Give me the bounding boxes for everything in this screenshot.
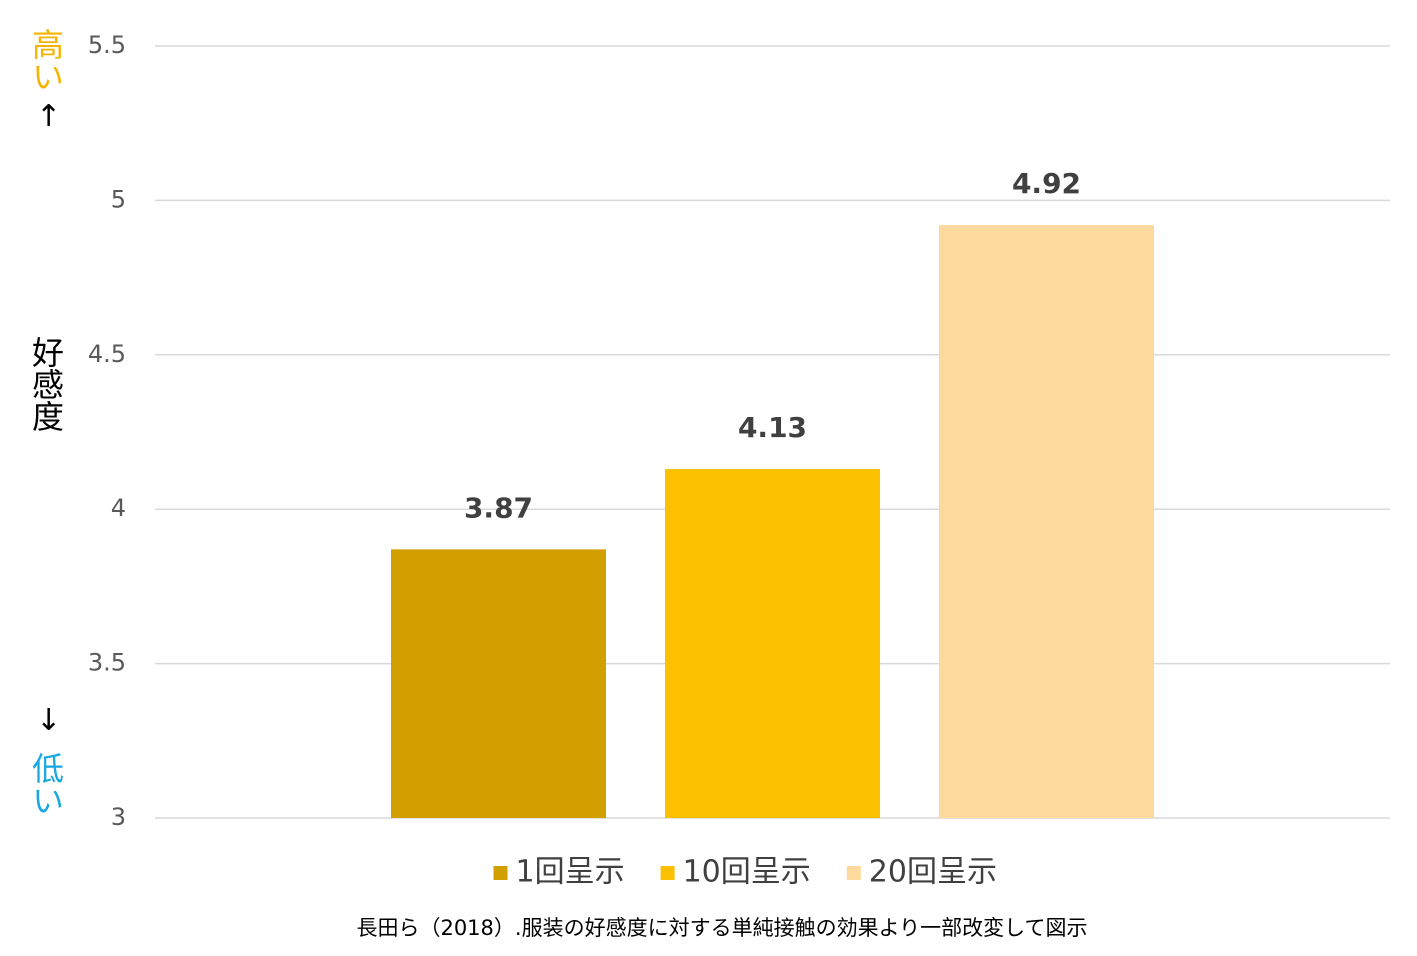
y-tick-label: 3.5 — [88, 649, 126, 677]
y-low-annotation: 低い — [27, 752, 65, 816]
legend-swatch — [660, 866, 675, 880]
y-tick-label: 4 — [111, 494, 126, 522]
y-tick-label: 5.5 — [88, 31, 126, 59]
down-arrow: ↓ — [36, 703, 62, 738]
bar — [939, 225, 1154, 818]
legend-label: 20回呈示 — [869, 855, 997, 890]
bar — [665, 469, 880, 818]
y-high-annotation: 高い — [27, 28, 65, 92]
value-label: 4.92 — [1012, 167, 1081, 200]
legend-swatch — [846, 866, 861, 880]
y-tick-label: 3 — [111, 803, 126, 831]
legend-label: 1回呈示 — [516, 855, 625, 890]
y-tick-label: 5 — [111, 185, 126, 213]
y-tick-label: 4.5 — [88, 340, 126, 368]
bar — [391, 549, 606, 818]
legend-swatch — [493, 866, 508, 880]
source-note: 長田ら（2018）.服装の好感度に対する単純接触の効果より一部改変して図示 — [356, 916, 1087, 940]
up-arrow: ↑ — [36, 99, 62, 134]
value-label: 3.87 — [464, 491, 533, 524]
y-axis-label: 好感度 — [27, 336, 65, 432]
legend-label: 10回呈示 — [683, 855, 811, 890]
value-label: 4.13 — [738, 411, 807, 444]
